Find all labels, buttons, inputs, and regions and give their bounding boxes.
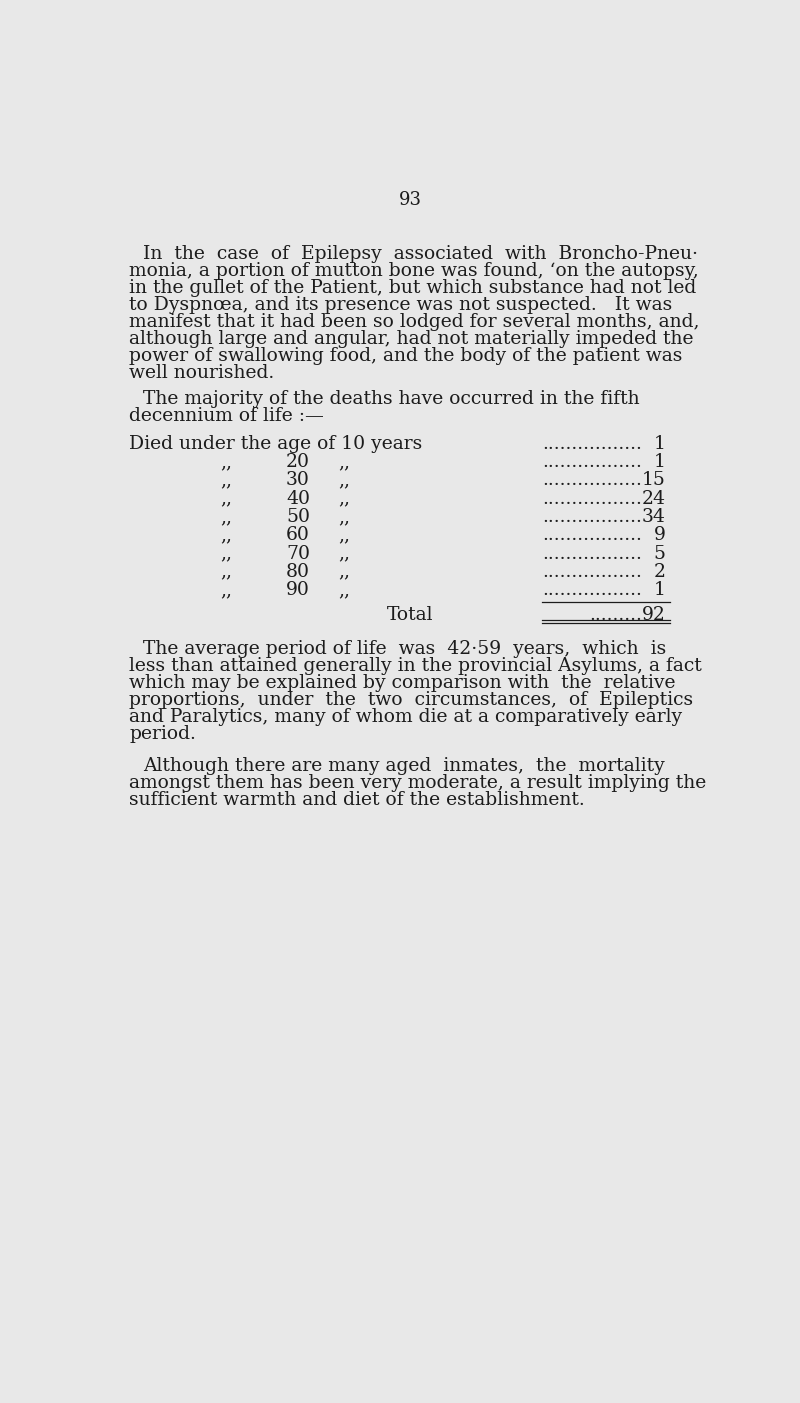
Text: ,,: ,, [338, 544, 350, 563]
Text: decennium of life :—: decennium of life :— [130, 407, 324, 425]
Text: in the gullet of the Patient, but which substance had not led: in the gullet of the Patient, but which … [130, 279, 697, 297]
Text: well nourished.: well nourished. [130, 363, 274, 382]
Text: 5: 5 [654, 544, 666, 563]
Text: ,,: ,, [338, 581, 350, 599]
Text: monia, a portion of mutton bone was found, ‘on the autopsy,: monia, a portion of mutton bone was foun… [130, 262, 699, 281]
Text: ,,: ,, [220, 453, 232, 471]
Text: ,,: ,, [220, 490, 232, 508]
Text: ,,: ,, [220, 544, 232, 563]
Text: .................: ................. [542, 435, 642, 453]
Text: .................: ................. [542, 581, 642, 599]
Text: power of swallowing food, and the body of the patient was: power of swallowing food, and the body o… [130, 347, 683, 365]
Text: The average period of life  was  42·59  years,  which  is: The average period of life was 42·59 yea… [142, 640, 666, 658]
Text: ,,: ,, [338, 563, 350, 581]
Text: Died under the age of 10 years: Died under the age of 10 years [130, 435, 422, 453]
Text: which may be explained by comparison with  the  relative: which may be explained by comparison wit… [130, 673, 676, 692]
Text: Total: Total [386, 606, 434, 624]
Text: to Dyspnœa, and its presence was not suspected.   It was: to Dyspnœa, and its presence was not sus… [130, 296, 673, 314]
Text: 60: 60 [286, 526, 310, 544]
Text: 1: 1 [654, 581, 666, 599]
Text: 80: 80 [286, 563, 310, 581]
Text: In  the  case  of  Epilepsy  associated  with  Broncho-Pneu·: In the case of Epilepsy associated with … [142, 246, 698, 264]
Text: manifest that it had been so lodged for several months, and,: manifest that it had been so lodged for … [130, 313, 700, 331]
Text: 92: 92 [642, 606, 666, 624]
Text: ,,: ,, [338, 453, 350, 471]
Text: less than attained generally in the provincial Asylums, a fact: less than attained generally in the prov… [130, 657, 702, 675]
Text: .................: ................. [542, 471, 642, 490]
Text: ,,: ,, [220, 471, 232, 490]
Text: period.: period. [130, 724, 196, 742]
Text: 2: 2 [654, 563, 666, 581]
Text: ,,: ,, [338, 526, 350, 544]
Text: ,,: ,, [338, 471, 350, 490]
Text: 20: 20 [286, 453, 310, 471]
Text: .................: ................. [542, 490, 642, 508]
Text: although large and angular, had not materially impeded the: although large and angular, had not mate… [130, 330, 694, 348]
Text: .................: ................. [542, 526, 642, 544]
Text: ,,: ,, [220, 526, 232, 544]
Text: 93: 93 [398, 191, 422, 209]
Text: .................: ................. [542, 453, 642, 471]
Text: ,,: ,, [338, 508, 350, 526]
Text: 70: 70 [286, 544, 310, 563]
Text: The majority of the deaths have occurred in the fifth: The majority of the deaths have occurred… [142, 390, 639, 408]
Text: 1: 1 [654, 435, 666, 453]
Text: 1: 1 [654, 453, 666, 471]
Text: ,,: ,, [338, 490, 350, 508]
Text: 24: 24 [642, 490, 666, 508]
Text: 40: 40 [286, 490, 310, 508]
Text: amongst them has been very moderate, a result implying the: amongst them has been very moderate, a r… [130, 774, 706, 791]
Text: sufficient warmth and diet of the establishment.: sufficient warmth and diet of the establ… [130, 791, 586, 810]
Text: ,,: ,, [220, 563, 232, 581]
Text: ,,: ,, [220, 508, 232, 526]
Text: .........: ......... [590, 606, 642, 624]
Text: 9: 9 [654, 526, 666, 544]
Text: .................: ................. [542, 508, 642, 526]
Text: 30: 30 [286, 471, 310, 490]
Text: .................: ................. [542, 544, 642, 563]
Text: and Paralytics, many of whom die at a comparatively early: and Paralytics, many of whom die at a co… [130, 707, 682, 725]
Text: 50: 50 [286, 508, 310, 526]
Text: .................: ................. [542, 563, 642, 581]
Text: 15: 15 [642, 471, 666, 490]
Text: 90: 90 [286, 581, 310, 599]
Text: 34: 34 [642, 508, 666, 526]
Text: proportions,  under  the  two  circumstances,  of  Epileptics: proportions, under the two circumstances… [130, 690, 694, 709]
Text: Although there are many aged  inmates,  the  mortality: Although there are many aged inmates, th… [142, 758, 664, 774]
Text: ,,: ,, [220, 581, 232, 599]
